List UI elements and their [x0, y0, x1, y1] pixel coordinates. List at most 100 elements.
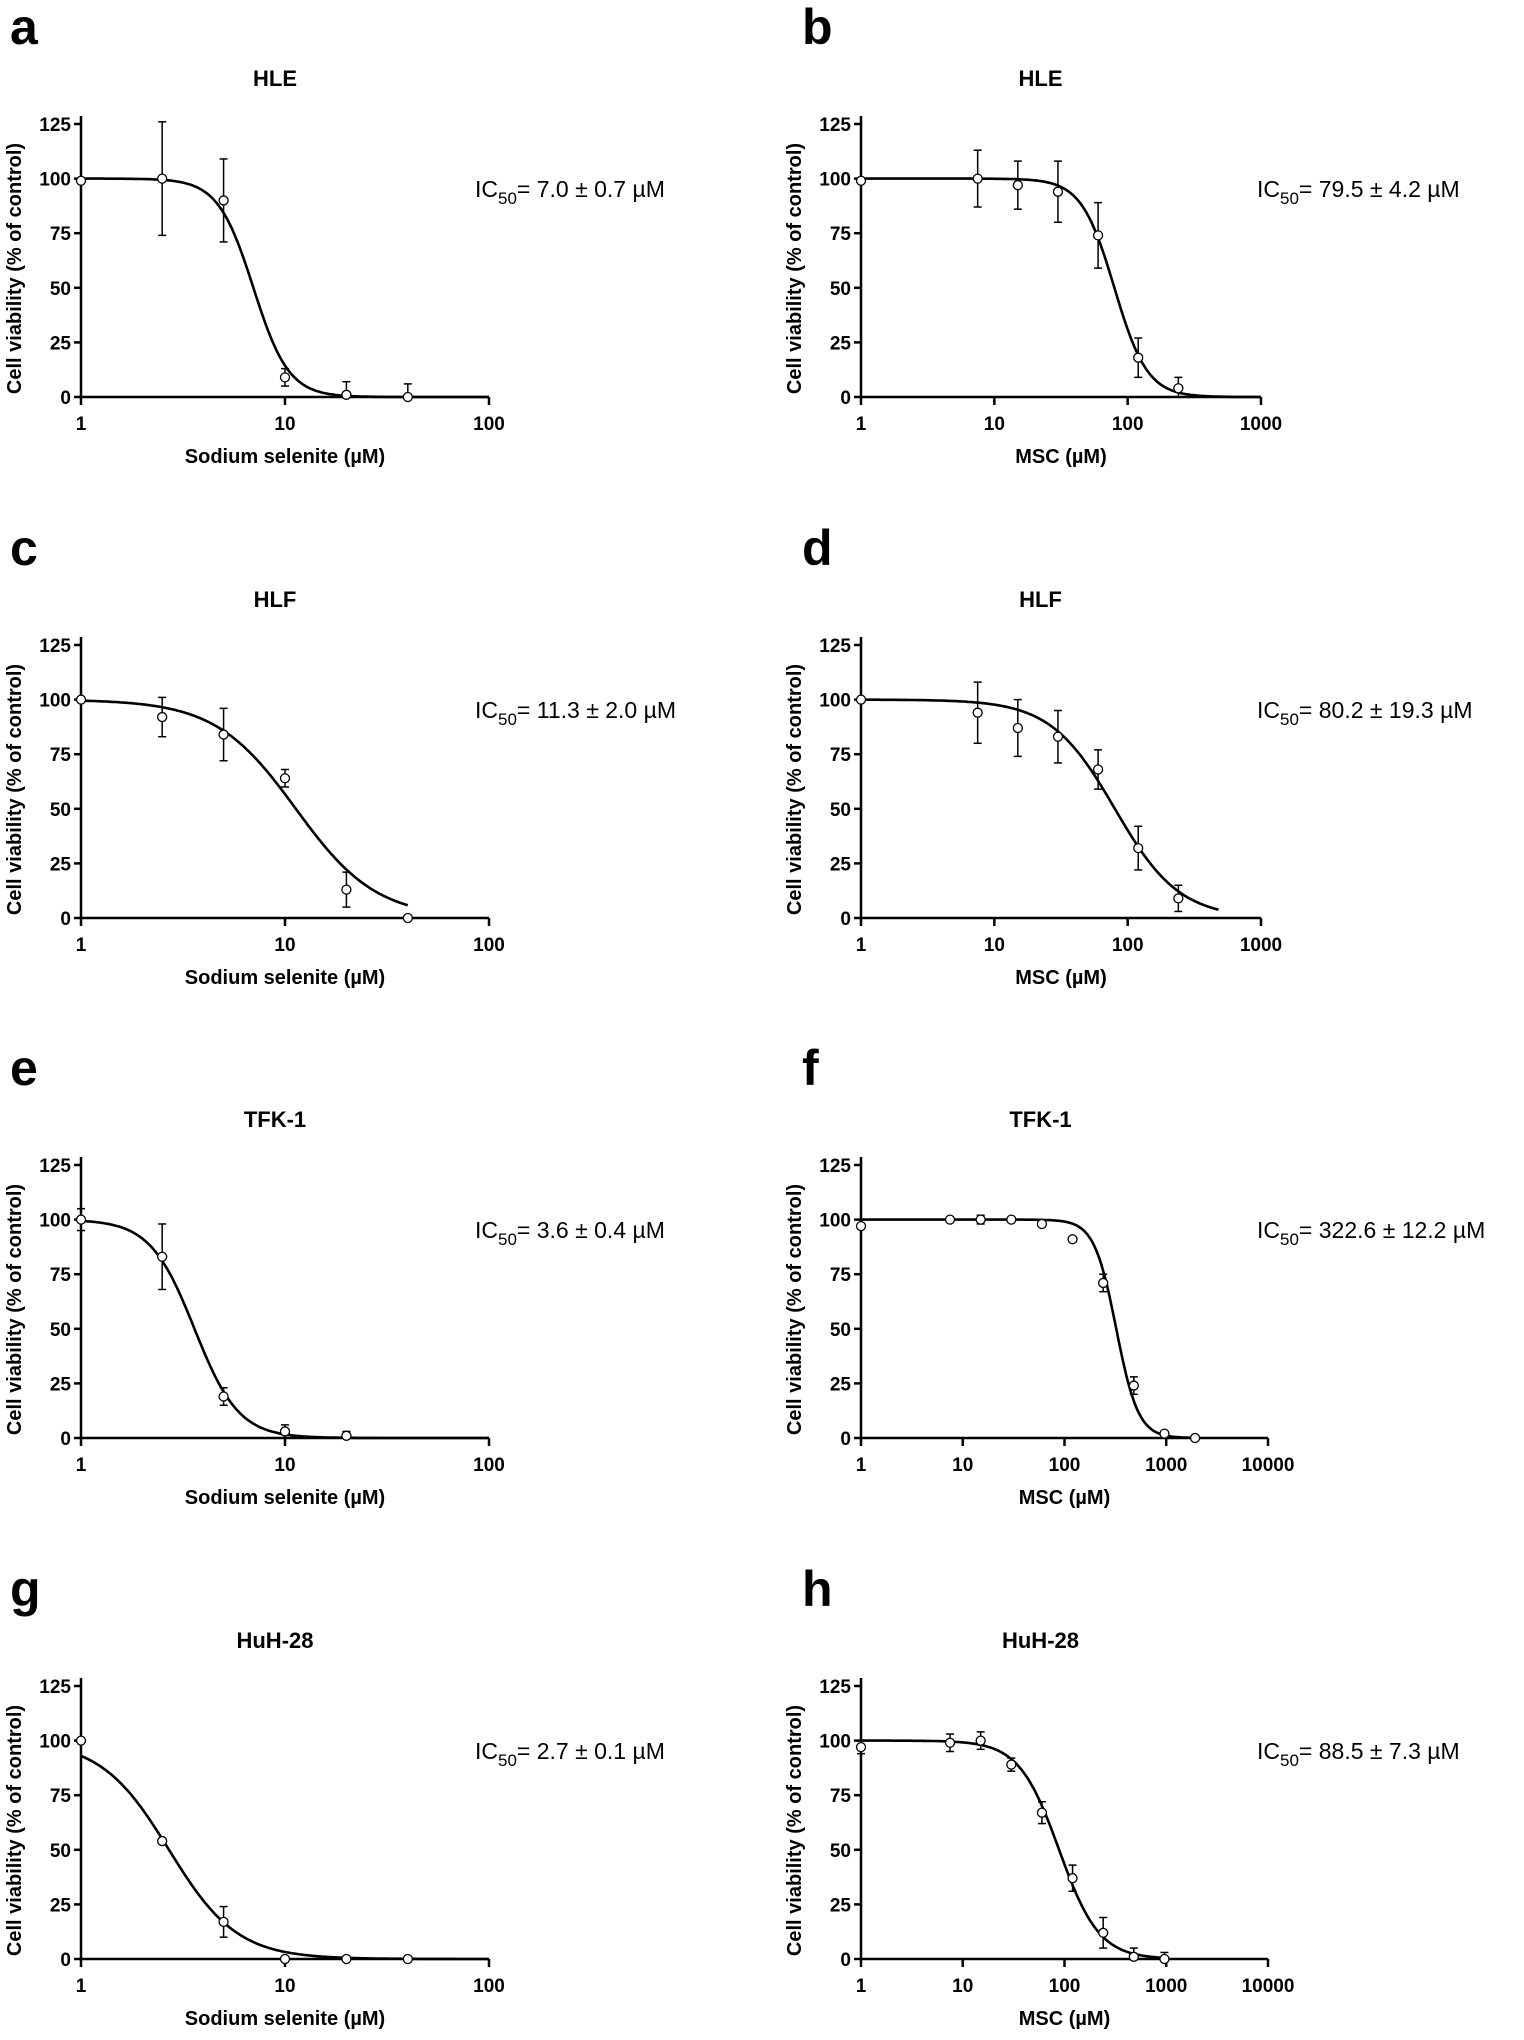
y-tick-label: 75	[830, 745, 852, 766]
data-point	[218, 1916, 229, 1928]
x-axis-label: MSC (µM)	[1019, 2008, 1111, 2030]
data-point	[1133, 352, 1144, 363]
panel-title: HLF	[1019, 587, 1062, 612]
ic50-subscript: 50	[1280, 1751, 1299, 1770]
ic50-prefix: IC	[1257, 697, 1280, 723]
y-tick-label: 75	[830, 224, 852, 245]
data-point	[1128, 1951, 1139, 1962]
y-tick-label: 50	[50, 279, 71, 300]
data-point	[279, 1953, 291, 1965]
ic50-prefix: IC	[475, 697, 498, 723]
panel-letter: g	[10, 1561, 41, 1617]
x-axis-label: Sodium selenite (µM)	[185, 1487, 385, 1509]
ic50-value: = 80.2 ± 19.3 µM	[1299, 697, 1473, 723]
data-point	[341, 389, 352, 400]
ic50-subscript: 50	[498, 1230, 517, 1249]
ic50-prefix: IC	[1257, 1738, 1280, 1764]
x-tick-label: 1	[856, 414, 867, 435]
data-point	[855, 1221, 867, 1232]
y-tick-label: 50	[830, 800, 851, 821]
y-tick-label: 0	[840, 1950, 851, 1971]
panel-f: f TFK-1 0 25 50 75 100 125 1 10 100 1000 10000 MSC (µ…	[784, 1040, 1485, 1509]
ic50-label: IC50= 80.2 ± 19.3 µM	[1257, 697, 1472, 729]
fit-curve	[80, 1219, 489, 1440]
x-tick-label: 100	[1049, 1455, 1081, 1476]
x-tick-label: 100	[473, 1455, 505, 1476]
data-point	[157, 173, 168, 184]
panel-c: c HLF 0 25 50 75 100 125 1 10 100 Sodium selenite (…	[4, 520, 676, 989]
y-axis-label: Cell viability (% of control)	[784, 143, 806, 394]
y-tick-label: 125	[819, 115, 851, 136]
panel-letter: a	[10, 0, 39, 55]
fit-curve	[861, 698, 1219, 911]
ic50-prefix: IC	[1257, 176, 1280, 202]
panel-a: a HLE 0 25 50 75 100 125 1 10 100 Sodium selenite (…	[4, 0, 665, 468]
data-point	[402, 912, 413, 924]
ic50-subscript: 50	[1280, 710, 1299, 729]
data-point	[1128, 1380, 1139, 1391]
x-tick-label: 100	[473, 414, 505, 435]
y-tick-label: 50	[830, 1841, 851, 1862]
data-point	[855, 175, 867, 186]
x-axis-label: MSC (µM)	[1015, 967, 1107, 989]
y-tick-label: 25	[830, 854, 852, 875]
y-tick-label: 0	[840, 388, 851, 409]
y-tick-label: 100	[819, 170, 851, 191]
x-tick-label: 100	[1049, 1976, 1081, 1997]
y-tick-label: 25	[830, 1374, 852, 1395]
ic50-value: = 11.3 ± 2.0 µM	[517, 697, 676, 723]
fit-curve	[861, 177, 1261, 399]
y-tick-label: 25	[830, 1895, 852, 1916]
y-tick-label: 100	[819, 1732, 851, 1753]
y-tick-label: 75	[50, 1265, 72, 1286]
panel-letter: c	[10, 520, 38, 576]
ic50-prefix: IC	[475, 1738, 498, 1764]
y-axis-label: Cell viability (% of control)	[4, 1184, 26, 1435]
data-point	[1067, 1873, 1078, 1884]
y-tick-label: 100	[39, 1732, 71, 1753]
y-tick-label: 125	[39, 1677, 71, 1698]
ic50-label: IC50= 322.6 ± 12.2 µM	[1257, 1217, 1485, 1249]
ic50-value: = 88.5 ± 7.3 µM	[1299, 1738, 1460, 1764]
ic50-value: = 322.6 ± 12.2 µM	[1299, 1217, 1485, 1243]
x-tick-label: 10	[274, 414, 295, 435]
x-axis-label: Sodium selenite (µM)	[185, 446, 385, 468]
y-tick-label: 25	[50, 1374, 72, 1395]
x-tick-label: 100	[473, 1976, 505, 1997]
data-point	[75, 175, 87, 186]
y-tick-label: 125	[819, 1677, 851, 1698]
panel-e: e TFK-1 0 25 50 75 100 125 1 10 100 Sodium selenite…	[4, 1040, 665, 1509]
y-tick-label: 125	[819, 636, 851, 657]
ic50-subscript: 50	[498, 1751, 517, 1770]
x-tick-label: 1000	[1240, 414, 1282, 435]
x-tick-label: 1000	[1240, 935, 1282, 956]
y-tick-label: 0	[840, 909, 851, 930]
data-point	[1036, 1807, 1048, 1818]
y-tick-label: 100	[39, 691, 71, 712]
panel-letter: f	[802, 1040, 819, 1096]
y-tick-label: 50	[830, 1320, 851, 1341]
panel-letter: d	[802, 520, 833, 576]
ic50-label: IC50= 88.5 ± 7.3 µM	[1257, 1738, 1460, 1770]
data-point	[972, 173, 983, 184]
data-point	[1189, 1432, 1201, 1444]
ic50-subscript: 50	[1280, 1230, 1299, 1249]
data-point	[75, 1735, 87, 1746]
data-point	[279, 372, 291, 383]
ic50-prefix: IC	[1257, 1217, 1280, 1243]
x-axis-label: MSC (µM)	[1015, 446, 1107, 468]
data-point	[975, 1214, 986, 1225]
data-point	[1012, 722, 1023, 734]
x-tick-label: 1	[76, 1976, 87, 1997]
ic50-prefix: IC	[475, 1217, 498, 1243]
y-axis-label: Cell viability (% of control)	[784, 1184, 806, 1435]
y-tick-label: 75	[50, 1786, 72, 1807]
x-tick-label: 1	[856, 935, 867, 956]
y-tick-label: 50	[830, 279, 851, 300]
panel-letter: b	[802, 0, 833, 55]
data-point	[341, 884, 352, 895]
data-point	[1173, 383, 1184, 394]
data-point	[402, 1953, 413, 1965]
y-axis-label: Cell viability (% of control)	[4, 664, 26, 915]
fit-curve	[861, 1739, 1167, 1960]
